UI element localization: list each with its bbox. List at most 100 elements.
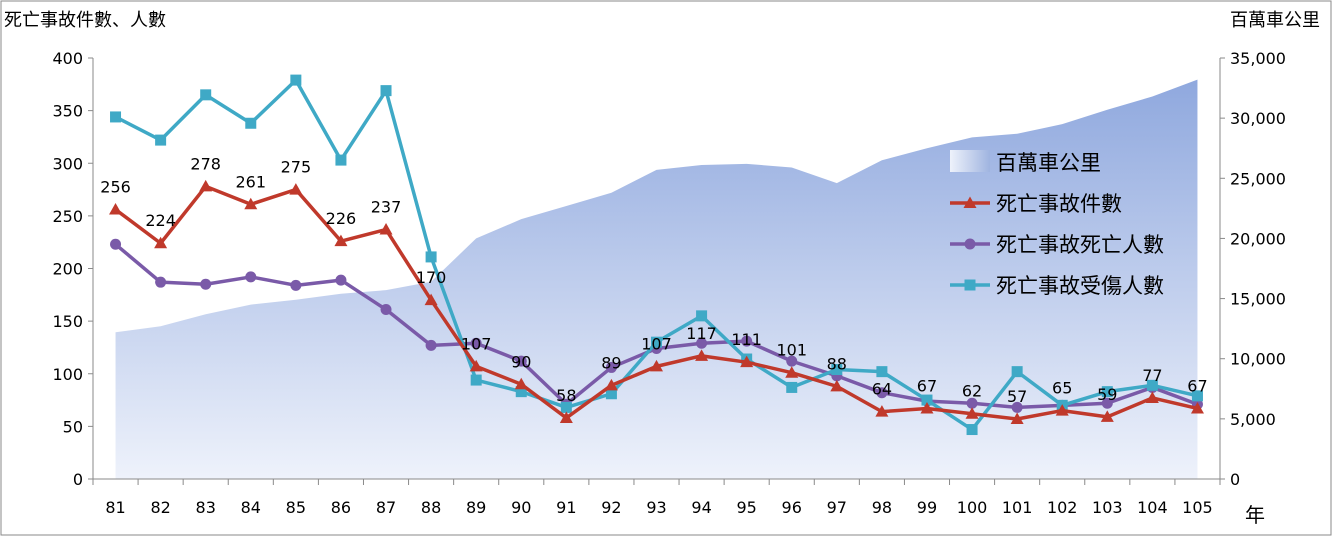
series-2-point (110, 111, 122, 123)
series-0-point (830, 379, 844, 392)
series-2-point (651, 336, 662, 348)
series-0-point (1010, 412, 1024, 425)
series-1-point (425, 339, 437, 351)
legend-swatch-area (950, 150, 990, 172)
x-tick-label: 101 (1002, 498, 1033, 517)
series-0-point (244, 197, 258, 210)
series-0-point (469, 359, 483, 372)
series-0-point (199, 179, 213, 192)
data-label: 67 (1187, 376, 1207, 395)
y-left-tick-label: 250 (52, 207, 83, 226)
series-2-point (966, 424, 978, 436)
series-1-point (605, 361, 617, 373)
data-label: 57 (1007, 387, 1027, 406)
data-label: 170 (416, 268, 447, 287)
legend-swatch-marker-2 (964, 279, 976, 291)
data-label: 226 (326, 209, 357, 228)
x-tick-label: 88 (421, 498, 441, 517)
series-0-point (424, 293, 438, 306)
x-tick-label: 92 (601, 498, 621, 517)
data-label: 278 (190, 154, 221, 173)
series-1-point (290, 279, 302, 291)
series-2-point (696, 310, 708, 322)
series-0-point (604, 378, 618, 391)
series-1-point (741, 335, 753, 347)
series-2-point (1101, 386, 1113, 398)
data-label: 261 (236, 172, 267, 191)
x-tick-label: 105 (1182, 498, 1213, 517)
y-left-tick-label: 50 (63, 417, 83, 436)
data-label: 64 (872, 380, 892, 399)
series-2-point (786, 381, 798, 393)
data-label: 117 (686, 324, 717, 343)
legend-label-area: 百萬車公里 (996, 151, 1101, 175)
x-tick-label: 86 (331, 498, 351, 517)
y-left-tick-label: 400 (52, 49, 83, 68)
legend-swatch-marker-1 (964, 238, 976, 250)
series-2-point (876, 366, 888, 378)
data-label: 237 (371, 198, 402, 217)
series-0-point (1055, 404, 1069, 416)
series-0-point (559, 411, 573, 423)
x-tick-label: 100 (957, 498, 988, 517)
series-0-point (334, 234, 348, 247)
x-tick-label: 90 (511, 498, 531, 517)
series-0-point (1100, 410, 1114, 422)
series-2-point (831, 364, 843, 376)
series-2-point (1011, 366, 1023, 378)
series-2-point (425, 251, 437, 263)
y-left-tick-label: 150 (52, 312, 83, 331)
y-left-tick-label: 0 (73, 470, 83, 489)
legend-label-2: 死亡事故受傷人數 (996, 274, 1164, 298)
series-1-point (245, 271, 257, 283)
x-tick-label: 97 (827, 498, 847, 517)
series-0-point (379, 223, 393, 235)
x-tick-label: 102 (1047, 498, 1078, 517)
y-left-tick-label: 300 (52, 154, 83, 173)
series-0-point (965, 407, 979, 419)
x-tick-label: 98 (872, 498, 892, 517)
data-label: 107 (641, 334, 672, 353)
series-1-point (200, 278, 212, 290)
series-2-point (1146, 379, 1158, 391)
legend-label-1: 死亡事故死亡人數 (996, 233, 1164, 257)
y-right-tick-label: 15,000 (1230, 290, 1286, 309)
x-tick-label: 91 (556, 498, 576, 517)
legend-label-0: 死亡事故件數 (996, 192, 1122, 216)
series-0-point (109, 203, 123, 215)
series-2-point (290, 74, 302, 86)
data-label: 107 (461, 334, 492, 353)
y-right-tick-label: 30,000 (1230, 109, 1286, 128)
series-2-point (245, 117, 257, 129)
x-tick-label: 93 (646, 498, 666, 517)
legend-swatch-marker-0 (963, 196, 977, 208)
data-label: 77 (1142, 366, 1162, 385)
x-tick-label: 83 (196, 498, 216, 517)
x-axis-unit-label: 年 (1245, 503, 1265, 527)
series-0-point (920, 401, 934, 414)
data-label: 59 (1097, 385, 1117, 404)
data-label: 89 (601, 353, 621, 372)
series-1-point (110, 238, 122, 250)
series-2-point (200, 89, 212, 101)
x-tick-label: 104 (1137, 498, 1168, 517)
series-2-point (380, 85, 392, 97)
series-2-point (921, 394, 933, 406)
y-right-tick-label: 20,000 (1230, 229, 1286, 248)
x-tick-label: 82 (150, 498, 170, 517)
x-tick-label: 87 (376, 498, 396, 517)
data-label: 224 (145, 211, 176, 230)
series-1-point (1101, 397, 1113, 409)
data-label: 62 (962, 382, 982, 401)
series-1-point (1011, 401, 1023, 413)
x-tick-label: 95 (736, 498, 756, 517)
x-tick-label: 84 (241, 498, 261, 517)
series-0-point (650, 359, 663, 372)
x-tick-label: 96 (782, 498, 802, 517)
x-tick-label: 81 (105, 498, 125, 517)
series-2-point (515, 386, 527, 398)
x-tick-label: 103 (1092, 498, 1123, 517)
series-1-point (966, 397, 978, 409)
series-0-point (875, 405, 889, 417)
